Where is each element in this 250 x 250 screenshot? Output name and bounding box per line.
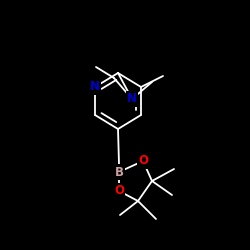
Text: N: N bbox=[90, 80, 100, 94]
Text: O: O bbox=[114, 184, 124, 198]
Text: O: O bbox=[138, 154, 148, 168]
Text: B: B bbox=[114, 166, 124, 178]
Text: N: N bbox=[127, 92, 137, 106]
